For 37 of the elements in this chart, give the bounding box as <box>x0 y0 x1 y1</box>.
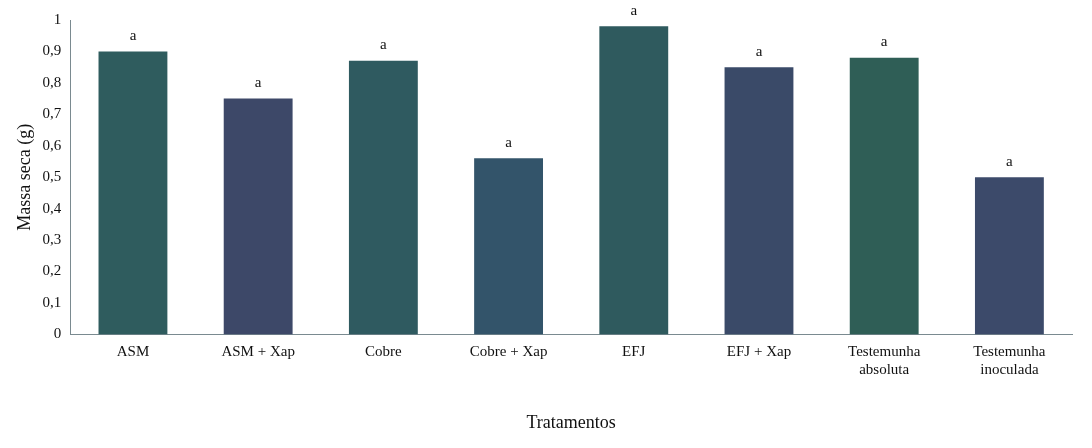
bar <box>724 67 794 335</box>
data-label: a <box>630 1 638 18</box>
x-axis-title: Tratamentos <box>526 411 616 432</box>
bar <box>599 26 669 335</box>
data-label: a <box>254 74 262 91</box>
bar <box>474 158 543 335</box>
bar <box>849 57 919 335</box>
x-tick-label: EFJ + Xap <box>726 343 792 360</box>
bar <box>974 177 1044 335</box>
y-tick-label: 0,4 <box>42 199 62 216</box>
x-tick-label: Testemunha absoluta <box>848 343 921 378</box>
y-tick-label: 0,6 <box>42 136 62 153</box>
data-label: a <box>880 33 888 50</box>
data-label: a <box>129 26 137 43</box>
x-tick-label: ASM <box>116 343 150 360</box>
bar <box>223 98 293 335</box>
x-tick-label: Cobre + Xap <box>469 343 548 360</box>
x-tick-label: Testemunha inoculada <box>973 343 1046 378</box>
data-label: a <box>755 42 763 59</box>
y-tick-label: 0,2 <box>42 262 62 279</box>
y-tick-label: 0,1 <box>42 293 62 310</box>
y-tick-label: 0 <box>53 325 62 342</box>
y-tick-label: 0,9 <box>42 42 62 59</box>
x-tick-label: ASM + Xap <box>221 343 295 360</box>
data-label: a <box>505 133 513 150</box>
bar <box>98 51 168 335</box>
y-tick-label: 1 <box>53 10 62 27</box>
data-label: a <box>1006 152 1014 169</box>
y-axis-title: Massa seca (g) <box>13 123 35 231</box>
y-tick-label: 0,7 <box>42 105 62 122</box>
bar <box>348 60 418 335</box>
x-tick-label: Cobre <box>365 343 403 360</box>
y-tick-label: 0,8 <box>42 73 62 90</box>
data-label: a <box>380 36 388 53</box>
y-tick-label: 0,3 <box>42 231 62 248</box>
x-tick-label: EFJ <box>622 343 646 360</box>
y-tick-label: 0,5 <box>42 168 62 185</box>
